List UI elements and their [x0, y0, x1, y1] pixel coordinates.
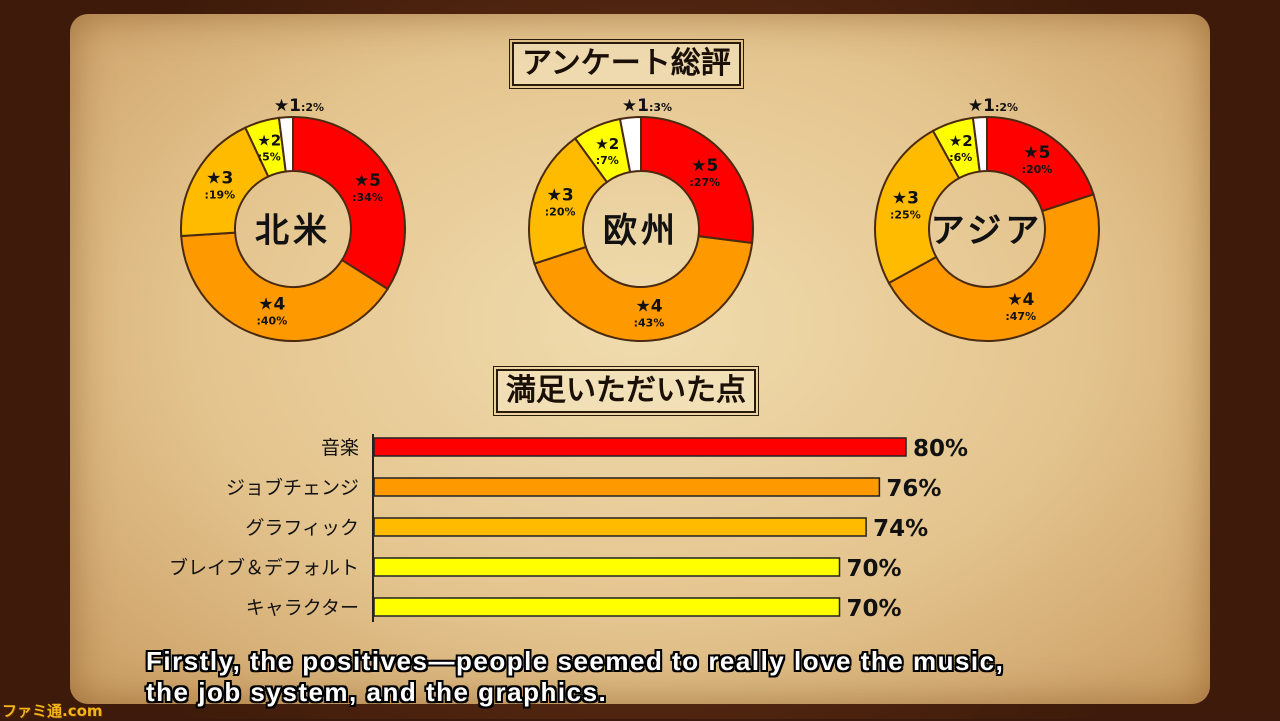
donut-slice [887, 193, 1101, 342]
donut-2: ★5:20% ★4:47% ★3:25% ★2:6% ★1:2% アジア [874, 96, 1101, 342]
donut-title: アジア [931, 211, 1044, 251]
donut-0: ★5:34% ★4:40% ★3:19% ★2:5% ★1:2% 北米 [180, 96, 406, 342]
bar-value-label: 70% [847, 556, 902, 582]
slice-label: ★1:3% [622, 96, 672, 116]
donut-slice [277, 115, 294, 173]
donut-slice [640, 115, 754, 245]
bar-category: キャラクター [246, 597, 359, 619]
bar-value-label: 70% [847, 596, 902, 622]
subtitle-caption: Firstly, the positives—people seemed to … [146, 646, 1004, 708]
bar-category: ブレイブ＆デフォルト [169, 556, 359, 579]
slice-value: :25% [890, 208, 921, 221]
slice-category: ★4 [635, 297, 662, 317]
donut-slice [618, 115, 642, 174]
slice-value: :20% [1022, 163, 1053, 176]
slice-value: :43% [634, 317, 665, 330]
bar-value-label: 76% [886, 476, 941, 502]
slice-label: ★1:2% [968, 96, 1018, 116]
slice-category: ★2 [595, 135, 619, 153]
donut-slice [292, 115, 406, 291]
famitsu-logo: ファミ通.com [2, 702, 103, 720]
slice-value: :27% [689, 176, 720, 189]
slice-value: :40% [256, 314, 287, 327]
slice-category: ★2 [949, 132, 973, 150]
donut-slice [180, 126, 270, 238]
slice-category: ★3 [547, 186, 574, 206]
donut-slice [180, 231, 389, 342]
slice-category: ★5 [1023, 143, 1050, 163]
donut-1: ★5:27% ★4:43% ★3:20% ★2:7% ★1:3% 欧州 [528, 96, 754, 342]
caption-line-1: Firstly, the positives—people seemed to … [146, 646, 1005, 676]
donut-slice [971, 115, 988, 173]
bar-chart: 音楽 80% ジョブチェンジ 76% グラフィック 74% ブレイブ＆デフォルト 70% キャラ… [169, 434, 968, 622]
slice-category: ★2 [257, 131, 281, 149]
bar [373, 557, 841, 577]
survey-title: アンケート総評 [509, 39, 744, 89]
bar-value-label: 74% [873, 516, 928, 542]
donut-title: 欧州 [603, 211, 679, 251]
bar [373, 477, 881, 497]
slice-label: ★1:2% [274, 96, 324, 116]
bar [373, 517, 867, 537]
slice-category: ★3 [892, 188, 919, 208]
slice-category: ★5 [691, 156, 718, 176]
donut-slice [533, 235, 754, 342]
bar-category: 音楽 [321, 437, 359, 459]
slice-category: ★4 [258, 294, 285, 314]
donut-title: 北米 [255, 211, 331, 251]
slice-value: :34% [352, 191, 383, 204]
bar [373, 597, 841, 617]
slice-value: :20% [545, 206, 576, 219]
bar-category: グラフィック [245, 517, 359, 539]
caption-line-2: the job system, and the graphics. [146, 677, 608, 707]
bar [373, 437, 907, 457]
slice-value: :47% [1005, 310, 1036, 323]
bar-value-label: 80% [913, 436, 968, 462]
slice-value: :5% [258, 150, 281, 163]
slice-value: :7% [596, 154, 619, 167]
slice-category: ★4 [1007, 290, 1034, 310]
slice-category: ★5 [354, 171, 381, 191]
bar-category: ジョブチェンジ [226, 476, 359, 499]
satisfied-title: 満足いただいた点 [493, 366, 759, 416]
slice-value: :19% [204, 189, 235, 202]
slice-value: :6% [949, 151, 972, 164]
donut-slice [874, 129, 961, 285]
slice-category: ★3 [206, 169, 233, 189]
